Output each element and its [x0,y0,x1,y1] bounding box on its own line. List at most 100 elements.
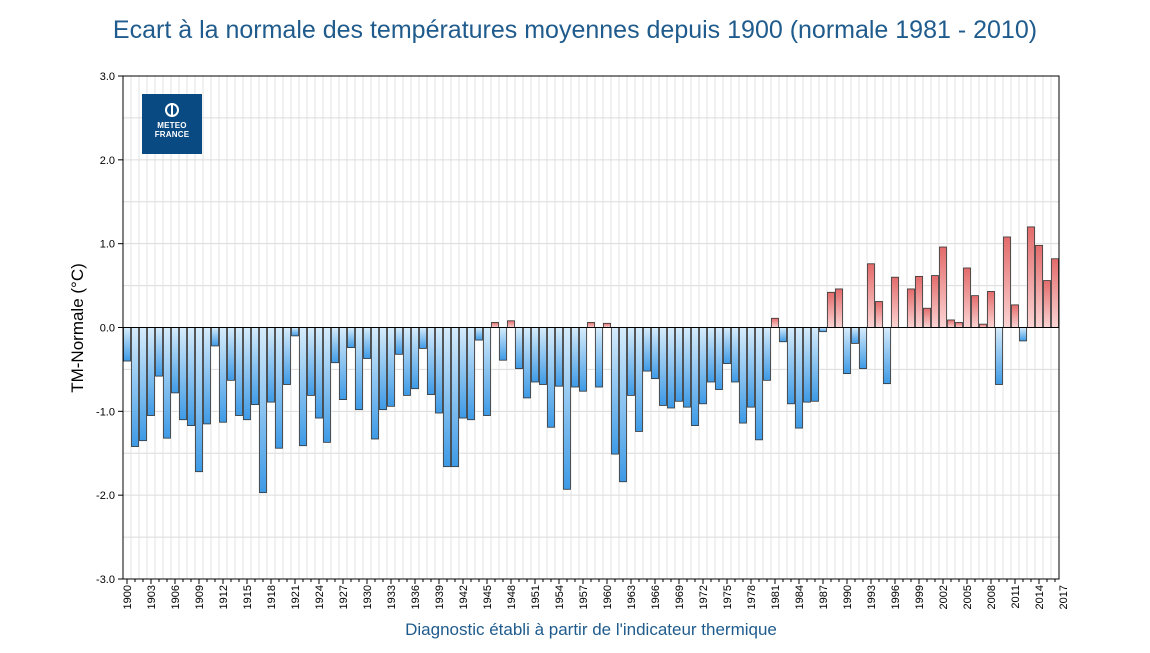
bar-2016 [1051,258,1059,328]
x-tick-label: 1942 [458,585,470,609]
bar-1910 [203,327,211,425]
x-tick-label: 1966 [650,585,662,609]
bar-1934 [395,327,403,355]
bar-1990 [843,327,851,375]
bar-2005 [963,267,971,328]
bar-1921 [291,327,299,337]
bar-1994 [875,301,883,328]
bar-1958 [587,322,595,328]
y-tick-label: -3.0 [96,574,115,586]
bars [123,226,1059,494]
bar-1961 [611,327,619,455]
bar-1904 [155,327,163,377]
meteo-france-mark-icon [165,103,179,117]
bar-1972 [699,327,707,405]
bar-1901 [131,327,139,447]
x-tick-label: 1912 [218,585,230,609]
bar-2002 [939,246,947,328]
bar-1983 [787,327,795,405]
bar-1946 [491,322,499,328]
x-tick-label: 2011 [1010,585,1022,609]
bar-2004 [955,322,963,328]
bar-1998 [907,288,915,328]
bar-1996 [891,276,899,328]
bar-1974 [715,327,723,390]
bar-1975 [723,327,731,364]
x-tick-label: 1993 [866,585,878,609]
bar-1956 [571,327,579,388]
y-tick-label: 3.0 [100,71,115,83]
x-tick-label: 1915 [242,585,254,609]
bar-1984 [795,327,803,429]
y-tick-label: -2.0 [96,490,115,502]
x-tick-label: 1918 [266,585,278,609]
x-tick-label: 1960 [602,585,614,609]
logo-line-1: METEO [157,121,187,130]
x-tick-label: 1984 [794,585,806,609]
bar-2011 [1011,304,1019,328]
bar-1914 [235,327,243,416]
bar-1953 [547,327,555,428]
bar-1919 [275,327,283,449]
bar-1920 [283,327,291,385]
bar-2000 [923,307,931,328]
x-axis-label: Diagnostic établi à partir de l'indicate… [405,620,777,639]
bar-1987 [819,327,827,333]
bar-2013 [1027,226,1035,328]
y-tick-label: 1.0 [100,239,115,251]
x-tick-label: 2014 [1034,585,1046,609]
bar-1900 [123,327,131,362]
bar-1940 [443,327,451,468]
bar-1962 [619,327,627,483]
meteo-france-logo: METEO FRANCE [142,94,202,154]
x-tick-label: 1990 [842,585,854,609]
bar-1928 [347,327,355,349]
bar-1969 [675,327,683,402]
x-tick-label: 1981 [770,585,782,609]
x-tick-label: 1954 [554,585,566,609]
bar-1939 [435,327,443,414]
x-tick-label: 1933 [386,585,398,609]
bar-2003 [947,319,955,328]
bar-2001 [931,275,939,328]
bar-1966 [651,327,659,380]
bar-1970 [683,327,691,408]
bar-1964 [635,327,643,432]
bar-1922 [299,327,307,447]
axes: 3.0 2.0 1.0 0.0 -1.0 -2.0 -3.0 1900 1903 1906 1909… [96,71,1070,609]
x-tick-label: 1978 [746,585,758,609]
bar-1986 [811,327,819,402]
bar-1925 [323,327,331,443]
bar-1913 [227,327,235,381]
bar-1950 [523,327,531,399]
bar-1963 [627,327,635,396]
bar-1991 [851,327,859,344]
bar-1968 [667,327,675,409]
bar-2015 [1043,280,1051,328]
bar-1948 [507,320,515,328]
bar-1952 [539,327,547,385]
x-tick-label: 1957 [578,585,590,609]
bar-1992 [859,327,867,369]
x-tick-label: 1906 [170,585,182,609]
bar-2007 [979,323,987,328]
bar-1912 [219,327,227,423]
bar-2009 [995,327,1003,385]
bar-1915 [243,327,251,421]
bar-1954 [555,327,563,387]
x-tick-label: 1903 [146,585,158,609]
bar-2010 [1003,236,1011,328]
bar-1906 [171,327,179,394]
bar-1931 [371,327,379,440]
bar-1978 [747,327,755,408]
x-tick-label: 1963 [626,585,638,609]
bar-1981 [771,317,779,328]
bar-1932 [379,327,387,411]
x-tick-label: 1969 [674,585,686,609]
y-tick-label: 2.0 [100,155,115,167]
bar-1945 [483,327,491,416]
x-tick-label: 1945 [482,585,494,609]
bar-1971 [691,327,699,426]
bar-1993 [867,263,875,328]
bar-2008 [987,291,995,328]
